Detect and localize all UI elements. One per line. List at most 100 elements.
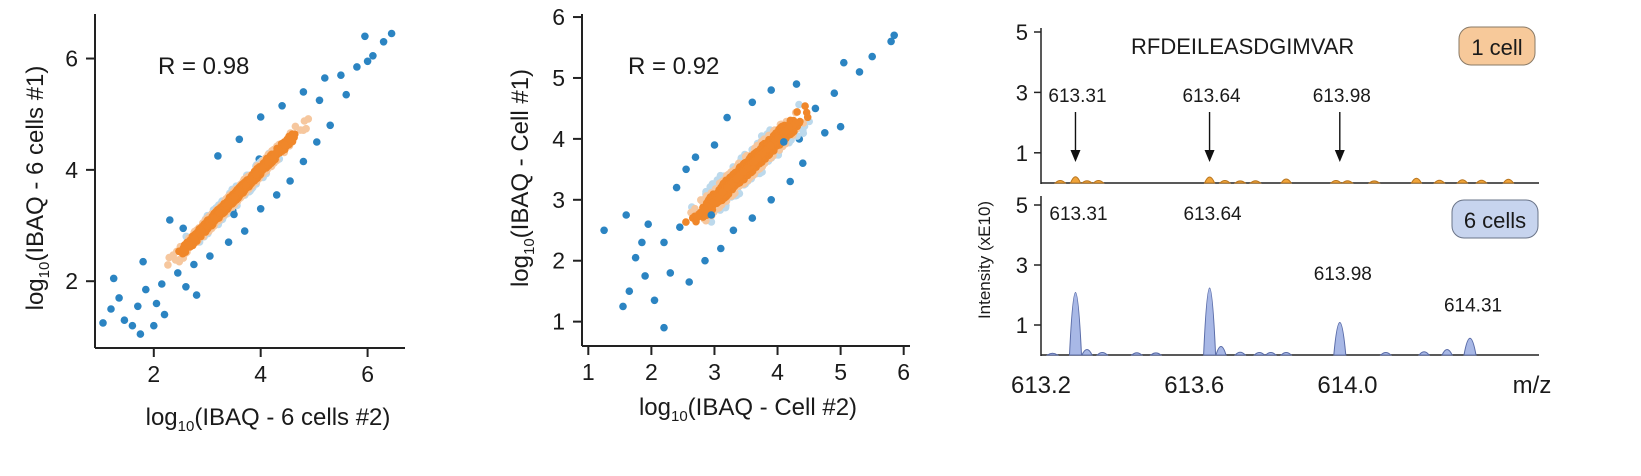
spectrum-6cells: 1 3 5 613.31 613.64 613.98 614.31 bbox=[1016, 193, 1502, 356]
scatter-2-outlier-point bbox=[767, 196, 775, 204]
spectrum-6cells-peak bbox=[1279, 352, 1293, 356]
spectrum-1cell-peak bbox=[1203, 176, 1216, 184]
spectrum-1cell-y-tick-label: 3 bbox=[1016, 80, 1028, 105]
scatter-2-outlier-point bbox=[600, 226, 608, 235]
y-tick-label: 2 bbox=[552, 248, 565, 274]
scatter-2-outlier-point bbox=[821, 129, 829, 137]
scatter-1-outlier-point bbox=[120, 316, 129, 325]
scatter-2-outlier-point bbox=[748, 98, 757, 107]
spectrum-1cell-peak bbox=[1249, 180, 1262, 184]
x-tick-label: 3 bbox=[708, 359, 721, 385]
scatter-2-point bbox=[801, 102, 809, 110]
scatter-1-point bbox=[184, 241, 193, 249]
spectrum-6cells-peak bbox=[1463, 337, 1477, 356]
scatter-1-outlier-point bbox=[286, 177, 294, 185]
scatter-2-point bbox=[802, 108, 811, 117]
scatter-2-point bbox=[718, 188, 727, 196]
scatter-plot-1: 2 4 6 2 4 6 R = 0.98 log10(IBAQ - 6 cells #2)… bbox=[22, 14, 405, 435]
scatter-1-outlier-point bbox=[361, 32, 369, 41]
scatter-2-outlier-point bbox=[799, 159, 807, 167]
scatter-1-outlier-point bbox=[342, 90, 351, 99]
scatter-2-x-label: log10(IBAQ - Cell #2) bbox=[639, 394, 857, 425]
spectrum-1cell-peak bbox=[1502, 178, 1515, 184]
scatter-2-outlier-point bbox=[855, 68, 864, 76]
spectrum-6cells-y-tick-label: 5 bbox=[1016, 193, 1028, 218]
scatter-1-point bbox=[304, 115, 313, 123]
scatter-1-outlier-point bbox=[192, 291, 201, 299]
badge-6-cells-box bbox=[1451, 199, 1539, 239]
scatter-2-outlier-point bbox=[638, 238, 646, 247]
scatter-2-outlier-point bbox=[729, 226, 738, 235]
scatter-2-outlier-point bbox=[650, 296, 659, 305]
spectrum-1cell-peak bbox=[1080, 180, 1094, 184]
scatter-1-point bbox=[164, 261, 172, 269]
scatter-1-point bbox=[252, 170, 260, 179]
y-tick-label: 1 bbox=[552, 309, 565, 335]
scatter-1-outlier-point bbox=[136, 330, 145, 338]
scatter-1-outlier-point bbox=[158, 280, 166, 288]
scatter-2-outlier-point bbox=[887, 37, 895, 46]
spectrum-1cell-peak bbox=[1280, 178, 1293, 184]
spectrum-1cell-peak bbox=[1367, 180, 1381, 184]
peptide-sequence: RFDEILEASDGIMVAR bbox=[1131, 34, 1354, 59]
spectrum-1cell-peak bbox=[1433, 179, 1446, 184]
scatter-2-outlier-point bbox=[707, 211, 716, 219]
scatter-1-outlier-point bbox=[150, 321, 158, 330]
spectrum-6cells-peak bbox=[1149, 352, 1163, 356]
x-tick-label: 6 bbox=[897, 359, 910, 385]
spectrum-6cells-peak bbox=[1203, 287, 1217, 356]
spectrum-6cells-peak-label: 613.64 bbox=[1183, 204, 1242, 225]
spectrum-6cells-peak bbox=[1234, 351, 1247, 356]
x-tick-label: 4 bbox=[771, 359, 784, 385]
scatter-1-outlier-point bbox=[363, 57, 372, 66]
spectrum-1cell-peak bbox=[1092, 180, 1105, 184]
spectrum-1cell: 1 3 5 613.31 613.64 613.98 bbox=[1016, 20, 1515, 184]
scatter-2-outlier-point bbox=[836, 122, 845, 131]
scatter-2-outlier-point bbox=[786, 177, 794, 186]
x-tick-label: 1 bbox=[582, 359, 595, 385]
scatter-2-point bbox=[701, 205, 709, 214]
spectrum-1cell-peak bbox=[1456, 179, 1469, 184]
scatter-1-outlier-point bbox=[174, 269, 182, 277]
scatter-2-point bbox=[793, 108, 801, 116]
spectrum-1cell-peak bbox=[1410, 177, 1423, 184]
badge-1-cell-box bbox=[1458, 26, 1536, 66]
scatter-1-outlier-point bbox=[179, 224, 187, 233]
scatter-1-outlier-point bbox=[387, 29, 396, 38]
scatter-2-outlier-point bbox=[748, 214, 757, 222]
scatter-2-annotation: R = 0.92 bbox=[628, 53, 719, 80]
spectrum-1cell-arrow-head bbox=[1204, 150, 1215, 162]
scatter-1-outlier-point bbox=[224, 238, 233, 246]
spectrum-1cell-peak bbox=[1053, 180, 1067, 184]
scatter-2-points bbox=[600, 31, 898, 332]
spectrum-6cells-y-tick-label: 1 bbox=[1016, 313, 1028, 338]
scatter-2-outlier-point bbox=[767, 86, 775, 94]
scatter-1-outlier-point bbox=[166, 216, 174, 224]
scatter-2-outlier-point bbox=[868, 52, 876, 61]
scatter-2-outlier-point bbox=[641, 272, 649, 280]
scatter-2-outlier-point bbox=[691, 153, 700, 161]
scatter-1-point bbox=[224, 200, 232, 208]
spectrum-6cells-peak-label: 614.31 bbox=[1444, 296, 1502, 317]
scatter-2-point bbox=[694, 210, 703, 219]
spectrum-1cell-peak bbox=[1218, 180, 1232, 184]
scatter-2-outlier-point bbox=[710, 141, 719, 149]
y-tick-label: 6 bbox=[65, 46, 78, 72]
scatter-2-ticks: 1 2 3 4 5 6 1 2 3 4 5 6 bbox=[552, 4, 910, 385]
scatter-2-point bbox=[682, 218, 690, 226]
scatter-1-outlier-point bbox=[160, 310, 169, 319]
scatter-1-point bbox=[171, 256, 180, 264]
y-tick-label: 3 bbox=[552, 187, 565, 213]
scatter-2-outlier-point bbox=[619, 302, 627, 311]
spectrum-1cell-peak-label: 613.64 bbox=[1182, 86, 1241, 107]
scatter-1-outlier-point bbox=[315, 96, 324, 105]
spectrum-6cells-peak bbox=[1333, 322, 1347, 356]
scatter-1-outlier-point bbox=[337, 71, 345, 79]
scatter-1-outlier-point bbox=[214, 152, 222, 160]
spectrum-panel: 1 3 5 613.31 613.64 613.98 1 3 5 613.31 613.64 613… bbox=[975, 20, 1551, 399]
spectrum-1cell-arrow-head bbox=[1070, 150, 1081, 162]
x-tick-label: 5 bbox=[834, 359, 847, 385]
y-tick-label: 4 bbox=[65, 157, 78, 183]
scatter-1-x-label: log10(IBAQ - 6 cells #2) bbox=[146, 404, 391, 435]
